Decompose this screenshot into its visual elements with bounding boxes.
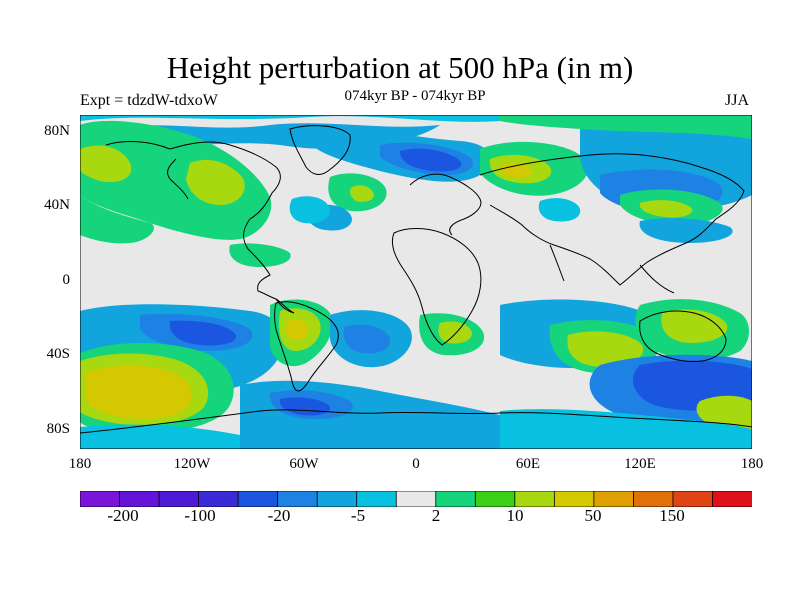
colorbar-label: 2 <box>431 506 441 525</box>
colorbar-swatch <box>356 491 398 507</box>
lon-label: 180 <box>68 456 92 472</box>
map-title: Height perturbation at 500 hPa (in m) <box>166 50 634 85</box>
lat-label: 80N <box>44 123 70 139</box>
colorbar-swatch <box>474 491 516 507</box>
lat-axis: 80N 40N 0 40S 80S <box>0 0 80 600</box>
lon-label: 120E <box>624 456 656 472</box>
colorbar-swatch <box>198 491 240 507</box>
colorbar-label: 150 <box>659 506 685 525</box>
lat-label: 0 <box>62 272 71 288</box>
lon-label: 60E <box>515 456 541 472</box>
colorbar-swatch <box>633 491 674 507</box>
lon-label: 0 <box>412 456 420 472</box>
colorbar-label: 50 <box>584 506 602 525</box>
lat-label: 40N <box>44 197 70 213</box>
colorbar-swatch <box>119 491 160 507</box>
colorbar-label: -100 <box>184 506 216 525</box>
colorbar-swatch <box>395 491 437 507</box>
colorbar-label: 10 <box>506 506 524 525</box>
colorbar-swatch <box>593 491 635 507</box>
colorbar-swatch <box>80 491 121 507</box>
colorbar-label: -5 <box>350 506 366 525</box>
map-panel <box>80 115 752 449</box>
colorbar-swatch <box>316 491 358 507</box>
experiment-label: Expt = tdzdW-tdxoW <box>80 92 218 109</box>
colorbar-swatch <box>158 491 200 507</box>
colorbar-swatch <box>712 491 752 507</box>
colorbar-label: -20 <box>267 506 291 525</box>
colorbar-swatch <box>277 491 319 507</box>
contour-fields <box>80 115 752 449</box>
lon-label: 60W <box>289 456 319 472</box>
lon-label: 180 <box>740 456 764 472</box>
colorbar <box>80 491 752 507</box>
colorbar-swatch <box>237 491 279 507</box>
colorbar-swatch <box>672 491 714 507</box>
colorbar-swatch <box>435 491 477 507</box>
season-label: JJA <box>725 92 750 109</box>
colorbar-swatch <box>553 491 595 507</box>
map-subtitle: 074kyr BP - 074kyr BP <box>344 88 486 104</box>
colorbar-label: -200 <box>107 506 139 525</box>
lat-label: 40S <box>46 346 70 362</box>
lat-label: 80S <box>46 421 70 437</box>
lon-label: 120W <box>173 456 211 472</box>
coastlines <box>80 125 752 434</box>
colorbar-swatch <box>514 491 556 507</box>
